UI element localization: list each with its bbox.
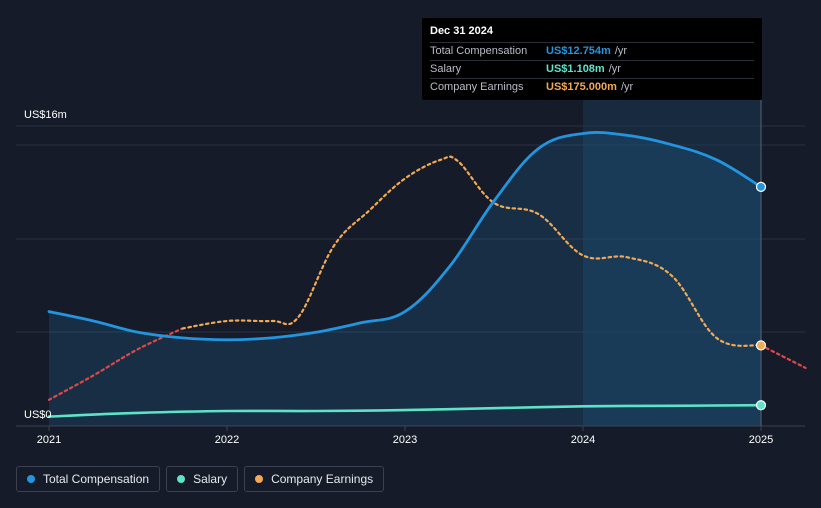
company-earnings-line (181, 155, 763, 347)
x-tick-label: 2025 (749, 434, 773, 446)
legend-dot-icon (177, 475, 186, 483)
x-tick-label: 2022 (215, 434, 239, 446)
legend-label: Total Compensation (43, 472, 150, 486)
tooltip-label: Salary (430, 63, 462, 75)
legend-label: Salary (193, 472, 228, 486)
tooltip-date: Dec 31 2024 (430, 25, 493, 37)
tooltip-value: US$1.108m (546, 63, 605, 75)
legend: Total Compensation Salary Company Earnin… (16, 466, 385, 492)
tooltip: Dec 31 2024 Total Compensation US$12.754… (422, 18, 762, 100)
y-axis-top-label: US$16m (24, 109, 67, 121)
tooltip-value: US$12.754m (546, 45, 611, 57)
hover-highlight-band (583, 100, 761, 426)
x-axis-ticks: 2021 2022 2023 2024 2025 (37, 426, 773, 446)
total-compensation-line (47, 131, 763, 342)
total-compensation-area (49, 132, 761, 426)
salary-line (47, 403, 763, 418)
tooltip-row-salary: Salary US$1.108m /yr (430, 60, 754, 78)
legend-dot-icon (27, 475, 35, 483)
tooltip-value: US$175.000m (546, 81, 617, 93)
legend-item-salary[interactable]: Salary (166, 466, 239, 492)
legend-item-company-earnings[interactable]: Company Earnings (244, 466, 385, 492)
tooltip-row-earnings: Company Earnings US$175.000m /yr (430, 78, 754, 96)
x-tick-label: 2023 (393, 434, 417, 446)
tooltip-unit: /yr (614, 45, 628, 57)
x-tick-label: 2024 (571, 434, 595, 446)
legend-dot-icon (255, 475, 264, 483)
legend-item-total-compensation[interactable]: Total Compensation (16, 466, 161, 492)
tooltip-unit: /yr (620, 81, 634, 93)
total-compensation-marker[interactable] (755, 181, 767, 192)
company-earnings-marker[interactable] (755, 340, 767, 351)
tooltip-label: Company Earnings (430, 81, 524, 93)
tooltip-unit: /yr (608, 63, 621, 75)
salary-marker[interactable] (755, 400, 767, 411)
tooltip-row-total: Total Compensation US$12.754m /yr (430, 42, 754, 60)
y-axis-bottom-label: US$0 (24, 409, 52, 421)
legend-label: Company Earnings (271, 472, 374, 486)
x-tick-label: 2021 (37, 434, 61, 446)
tooltip-label: Total Compensation (430, 45, 528, 57)
